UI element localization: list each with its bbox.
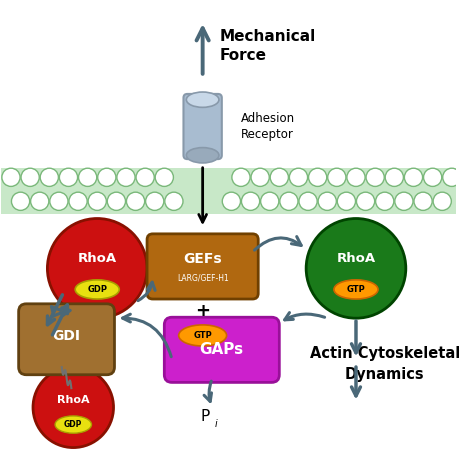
Text: P: P <box>201 409 210 425</box>
FancyBboxPatch shape <box>1 168 456 214</box>
Circle shape <box>443 168 461 186</box>
Text: GTP: GTP <box>346 285 365 294</box>
Text: LARG/GEF-H1: LARG/GEF-H1 <box>177 273 228 283</box>
Text: GDP: GDP <box>64 420 82 429</box>
Circle shape <box>270 168 288 186</box>
Circle shape <box>356 192 374 210</box>
Circle shape <box>11 192 30 210</box>
Circle shape <box>328 168 346 186</box>
Circle shape <box>117 168 135 186</box>
Ellipse shape <box>179 325 227 346</box>
Circle shape <box>50 192 68 210</box>
Circle shape <box>375 192 394 210</box>
Circle shape <box>127 192 145 210</box>
Circle shape <box>318 192 337 210</box>
Text: Actin Cytoskeletal
Dynamics: Actin Cytoskeletal Dynamics <box>310 346 460 382</box>
Circle shape <box>251 168 269 186</box>
FancyBboxPatch shape <box>183 94 222 159</box>
FancyBboxPatch shape <box>147 234 258 299</box>
Circle shape <box>280 192 298 210</box>
Circle shape <box>261 192 279 210</box>
Circle shape <box>69 192 87 210</box>
Circle shape <box>404 168 423 186</box>
Circle shape <box>59 168 78 186</box>
Text: GDP: GDP <box>87 285 107 294</box>
Circle shape <box>2 168 20 186</box>
Text: GTP: GTP <box>193 331 212 340</box>
Circle shape <box>232 168 250 186</box>
Circle shape <box>424 168 442 186</box>
Circle shape <box>88 192 106 210</box>
Circle shape <box>309 168 327 186</box>
Circle shape <box>289 168 308 186</box>
Circle shape <box>395 192 413 210</box>
Circle shape <box>21 168 39 186</box>
Circle shape <box>385 168 403 186</box>
FancyBboxPatch shape <box>164 317 279 383</box>
Ellipse shape <box>186 92 219 107</box>
Text: GEFs: GEFs <box>183 252 222 266</box>
Circle shape <box>366 168 384 186</box>
Circle shape <box>79 168 97 186</box>
Circle shape <box>146 192 164 210</box>
Circle shape <box>40 168 58 186</box>
Ellipse shape <box>334 280 378 299</box>
Circle shape <box>306 219 406 318</box>
Text: RhoA: RhoA <box>337 252 375 265</box>
Circle shape <box>414 192 432 210</box>
Circle shape <box>47 219 147 318</box>
Text: i: i <box>215 419 218 429</box>
Circle shape <box>98 168 116 186</box>
Circle shape <box>241 192 260 210</box>
Circle shape <box>31 192 49 210</box>
Circle shape <box>222 192 240 210</box>
Text: RhoA: RhoA <box>57 395 90 405</box>
Text: GDI: GDI <box>53 330 81 343</box>
Circle shape <box>337 192 356 210</box>
Circle shape <box>347 168 365 186</box>
Circle shape <box>33 367 113 448</box>
Circle shape <box>155 168 173 186</box>
FancyBboxPatch shape <box>18 304 115 375</box>
Ellipse shape <box>186 148 219 163</box>
Text: Adhesion
Receptor: Adhesion Receptor <box>241 112 295 141</box>
Text: +: + <box>195 301 210 319</box>
Text: RhoA: RhoA <box>78 252 117 265</box>
Text: GAPs: GAPs <box>200 343 244 357</box>
Ellipse shape <box>75 280 119 299</box>
Text: Mechanical
Force: Mechanical Force <box>220 29 316 63</box>
Ellipse shape <box>55 416 91 433</box>
Circle shape <box>136 168 154 186</box>
Circle shape <box>299 192 317 210</box>
Circle shape <box>433 192 451 210</box>
Circle shape <box>165 192 183 210</box>
Circle shape <box>107 192 126 210</box>
